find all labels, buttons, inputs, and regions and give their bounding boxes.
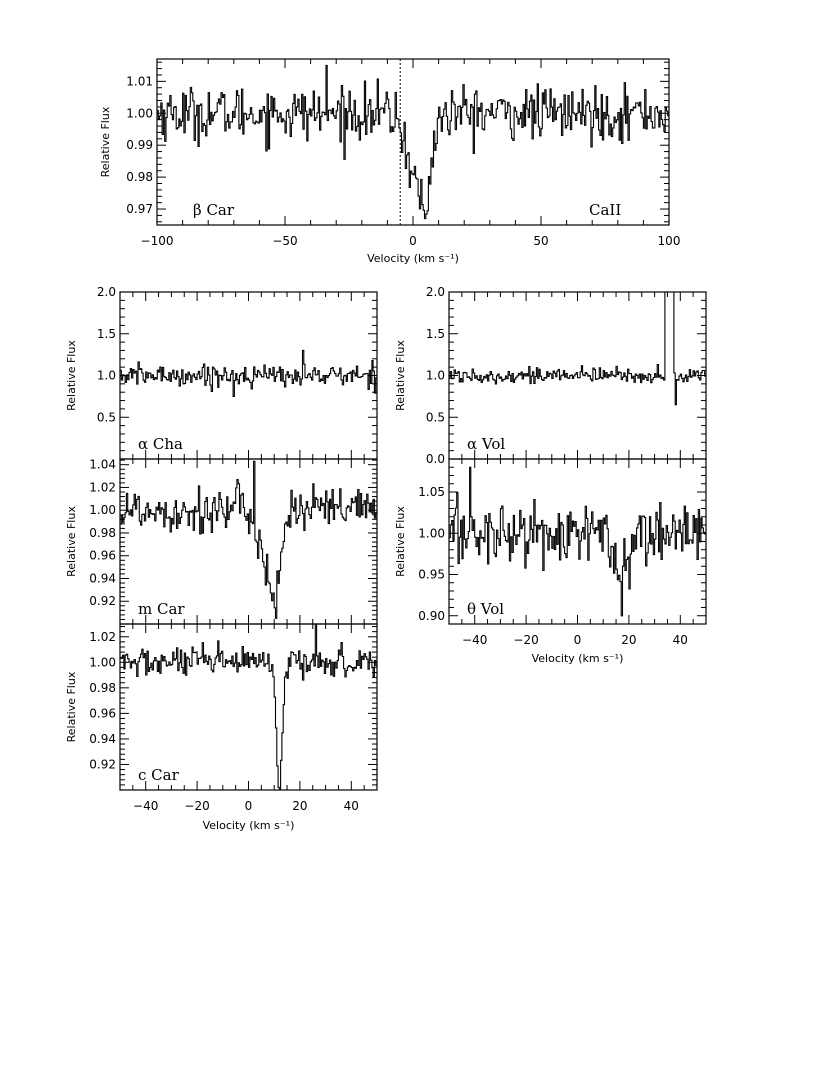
alpha-cha-panel: 0.5 1.0 1.5 2.0 Relative Flux α Cha (65, 285, 378, 460)
y-tick-label: 0.94 (89, 732, 116, 746)
x-tick-label: 20 (292, 799, 307, 813)
beta-car-y-axis-label: Relative Flux (99, 106, 112, 177)
x-tick-label: −20 (184, 799, 209, 813)
y-tick-label: 1.01 (126, 74, 153, 88)
y-tick-label: 0.98 (89, 681, 116, 695)
y-tick-label: 0.5 (97, 410, 116, 424)
x-tick-label: 0 (245, 799, 253, 813)
c-car-panel: −40 −20 0 20 40 Velocity (km s⁻¹) 0.92 0.94 0.96… (65, 623, 378, 832)
theta-vol-spectrum-line (449, 466, 706, 617)
y-tick-label: 0.92 (89, 594, 116, 608)
alpha-vol-star-label: α Vol (467, 435, 505, 453)
y-tick-label: 0.5 (426, 410, 445, 424)
beta-car-star-label: β Car (193, 201, 235, 219)
alpha-vol-spectrum-line (449, 292, 706, 406)
m-car-panel: 0.92 0.94 0.96 0.98 1.00 1.02 1.04 Relative Flu… (65, 458, 378, 625)
y-tick-label: 2.0 (426, 285, 445, 299)
y-tick-label: 0.0 (426, 452, 445, 466)
theta-vol-star-label: θ Vol (467, 600, 504, 618)
y-tick-label: 1.5 (426, 327, 445, 341)
x-tick-label: −50 (272, 234, 297, 248)
y-tick-label: 1.04 (89, 458, 116, 472)
m-car-star-label: m Car (138, 600, 185, 618)
x-tick-label: −40 (133, 799, 158, 813)
beta-car-panel: −100 −50 0 50 100 Velocity (km s⁻¹) 0.97 0.98 0.… (99, 58, 681, 265)
c-car-y-axis-label: Relative Flux (65, 671, 78, 742)
y-tick-label: 1.00 (89, 655, 116, 669)
x-tick-label: 40 (673, 633, 688, 647)
x-tick-label: 0 (409, 234, 417, 248)
alpha-cha-spectrum-line (120, 349, 377, 397)
c-car-x-axis-label: Velocity (km s⁻¹) (203, 819, 295, 832)
x-tick-label: 20 (621, 633, 636, 647)
y-tick-label: 1.02 (89, 480, 116, 494)
m-car-spectrum-line (120, 460, 377, 619)
y-tick-label: 0.97 (126, 202, 153, 216)
y-tick-label: 1.05 (418, 485, 445, 499)
y-tick-label: 0.96 (89, 706, 116, 720)
y-tick-label: 0.90 (418, 609, 445, 623)
y-tick-label: 1.00 (89, 503, 116, 517)
y-tick-label: 1.0 (426, 369, 445, 383)
y-tick-label: 2.0 (97, 285, 116, 299)
y-tick-label: 0.94 (89, 571, 116, 585)
theta-vol-y-axis-label: Relative Flux (394, 506, 407, 577)
c-car-star-label: c Car (138, 766, 180, 784)
y-tick-label: 1.0 (97, 369, 116, 383)
y-tick-label: 1.00 (126, 106, 153, 120)
alpha-cha-star-label: α Cha (138, 435, 183, 453)
alpha-cha-y-axis-label: Relative Flux (65, 340, 78, 411)
y-tick-label: 0.99 (126, 138, 153, 152)
c-car-spectrum-line (120, 624, 377, 790)
x-tick-label: −100 (141, 234, 174, 248)
beta-car-spectrum-line (157, 64, 669, 220)
y-tick-label: 1.00 (418, 526, 445, 540)
x-tick-label: 0 (574, 633, 582, 647)
theta-vol-panel: −40 −20 0 20 40 Velocity (km s⁻¹) 0.90 0.95 1.00… (394, 458, 707, 665)
y-tick-label: 0.96 (89, 549, 116, 563)
m-car-y-axis-label: Relative Flux (65, 506, 78, 577)
x-tick-label: −40 (462, 633, 487, 647)
alpha-vol-y-axis-label: Relative Flux (394, 340, 407, 411)
x-tick-label: 100 (658, 234, 681, 248)
y-tick-label: 0.98 (89, 526, 116, 540)
y-tick-label: 0.92 (89, 757, 116, 771)
y-tick-label: 1.02 (89, 630, 116, 644)
beta-car-species-label: CaII (589, 201, 621, 219)
x-tick-label: 40 (344, 799, 359, 813)
x-tick-label: −20 (513, 633, 538, 647)
y-tick-label: 0.95 (418, 568, 445, 582)
x-tick-label: 50 (533, 234, 548, 248)
beta-car-x-axis-label: Velocity (km s⁻¹) (367, 252, 459, 265)
alpha-vol-panel: 0.0 0.5 1.0 1.5 2.0 Relative Flux α Vol (394, 285, 707, 466)
theta-vol-x-axis-label: Velocity (km s⁻¹) (532, 652, 624, 665)
y-tick-label: 1.5 (97, 327, 116, 341)
y-tick-label: 0.98 (126, 170, 153, 184)
